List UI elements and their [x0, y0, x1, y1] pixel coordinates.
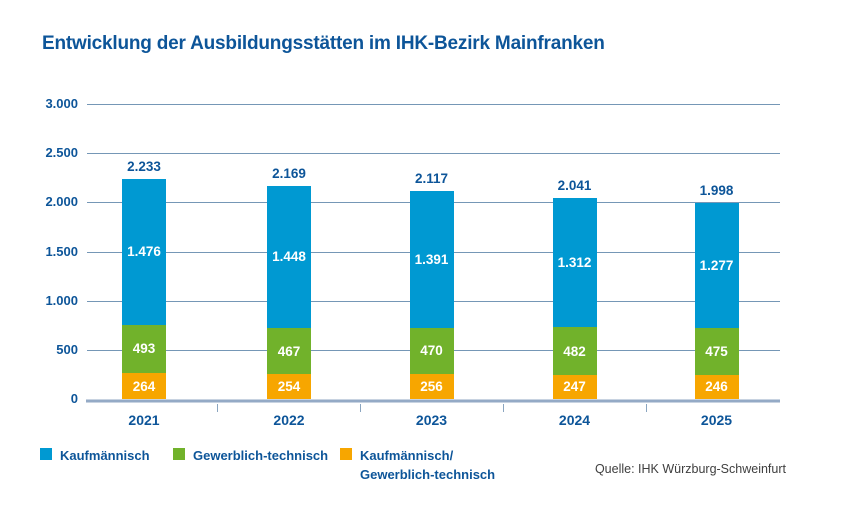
x-axis-label: 2022	[273, 412, 305, 428]
bar-total-label: 2.117	[414, 170, 449, 186]
source-note: Quelle: IHK Würzburg-Schweinfurt	[594, 462, 786, 476]
bar-value-label: 254	[277, 379, 301, 394]
bar-segment-gewerblich-technisch: 475	[694, 328, 739, 375]
y-axis-tick-label: 0	[70, 391, 78, 406]
x-axis-label: 2023	[415, 412, 448, 428]
category-divider-tick	[216, 404, 218, 412]
category-divider-tick	[645, 404, 647, 412]
category-divider-tick	[503, 404, 504, 412]
bar-total-label: 2.233	[127, 159, 161, 175]
legend-label: Gewerblich-technisch	[193, 448, 329, 463]
bar-segment-kaufmaennisch: 1.448	[267, 185, 311, 329]
bar-segment-gewerblich-technisch: 467	[267, 328, 311, 374]
x-axis-label: 2024	[558, 412, 591, 428]
legend-item-kaufmaennisch: Kaufmännisch	[40, 446, 150, 465]
y-axis-tick-label: 500	[56, 341, 78, 357]
bar-segment-kaufmaennisch: 1.277	[694, 202, 739, 329]
legend-swatch-gewerblich-technisch	[173, 448, 185, 460]
category-divider-tick	[360, 404, 362, 412]
legend-label-line2: Gewerblich-technisch	[360, 467, 496, 482]
bar-value-label: 1.277	[699, 257, 734, 273]
bar-value-label: 493	[132, 341, 156, 357]
bar-segment-kaufmaennisch-gewerblich-technisch: 254	[267, 374, 311, 399]
bar-value-label: 482	[563, 343, 586, 359]
bar-segment-gewerblich-technisch: 470	[409, 327, 454, 374]
legend-item-gewerblich-technisch: Gewerblich-technisch	[173, 446, 328, 465]
bar-segment-kaufmaennisch: 1.391	[409, 190, 454, 328]
bar-total-label: 2.169	[272, 165, 306, 181]
bar-value-label: 247	[563, 379, 586, 395]
y-axis-tick-label: 2.500	[45, 145, 78, 161]
bar-value-label: 1.391	[414, 251, 449, 267]
bar-value-label: 1.448	[272, 249, 306, 265]
bar-segment-gewerblich-technisch: 482	[552, 327, 597, 375]
bar-total-label: 2.041	[557, 178, 592, 194]
x-axis-label: 2021	[128, 412, 160, 428]
bar-value-label: 1.476	[127, 244, 161, 260]
legend-swatch-kaufmaennisch-gewerblich-technisch	[340, 448, 352, 460]
bar-value-label: 264	[132, 378, 156, 394]
bar-segment-kaufmaennisch: 1.312	[552, 198, 597, 328]
y-axis-tick-label: 1.500	[45, 243, 78, 259]
bar-segment-kaufmaennisch: 1.476	[122, 179, 166, 325]
bar-segment-kaufmaennisch-gewerblich-technisch: 264	[122, 373, 166, 399]
legend-swatch-kaufmaennisch	[40, 448, 52, 460]
x-axis-line	[86, 399, 780, 403]
y-axis-tick-label: 1.000	[45, 292, 78, 308]
chart-title: Entwicklung der Ausbildungsstätten im IH…	[42, 33, 605, 54]
x-axis-label: 2025	[700, 412, 733, 428]
legend-label-line1: Kaufmännisch/	[360, 448, 454, 463]
bar-value-label: 475	[705, 343, 728, 359]
legend-label: Kaufmännisch/ Gewerblich-technisch	[360, 446, 495, 484]
bar-segment-kaufmaennisch-gewerblich-technisch: 256	[409, 373, 454, 399]
y-axis-tick-label: 3.000	[45, 96, 78, 111]
legend-item-kaufmaennisch-gewerblich-technisch: Kaufmännisch/ Gewerblich-technisch	[340, 446, 495, 484]
bar-value-label: 246	[705, 379, 728, 395]
gridline	[87, 104, 780, 105]
bar-segment-kaufmaennisch-gewerblich-technisch: 246	[694, 374, 739, 399]
bar-total-label: 1.998	[699, 182, 734, 198]
y-axis-tick-label: 2.000	[45, 194, 78, 210]
bar-value-label: 256	[420, 378, 443, 394]
bar-value-label: 1.312	[557, 255, 592, 271]
legend-label: Kaufmännisch	[60, 448, 150, 463]
bar-segment-gewerblich-technisch: 493	[122, 324, 166, 374]
bar-segment-kaufmaennisch-gewerblich-technisch: 247	[552, 374, 597, 399]
bar-value-label: 467	[277, 343, 301, 359]
bar-value-label: 470	[420, 343, 443, 359]
gridline	[87, 153, 780, 155]
